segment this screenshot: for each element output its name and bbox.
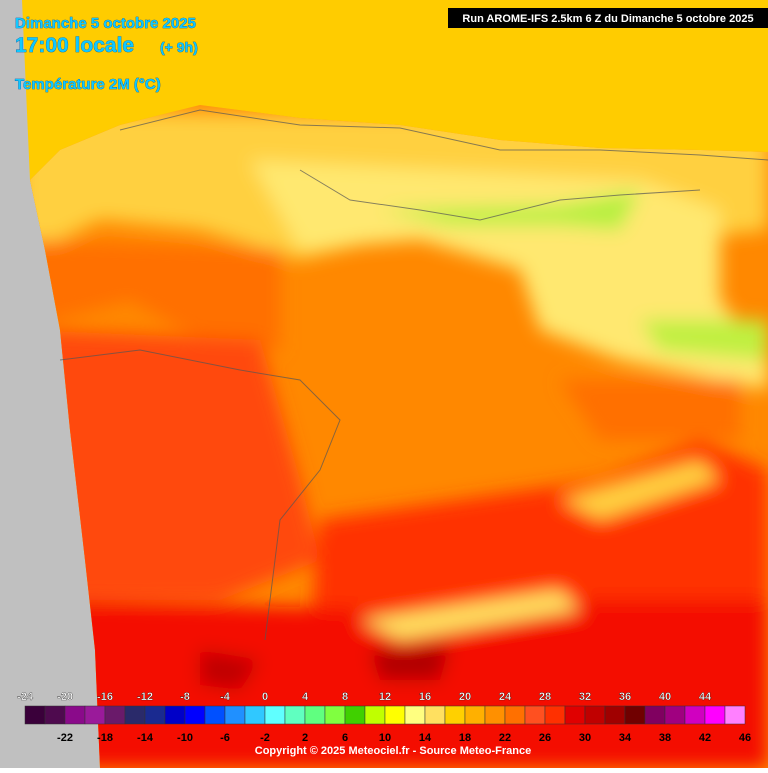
legend-label: 10 (379, 732, 391, 744)
legend-swatch (624, 705, 646, 725)
legend-label: 44 (699, 691, 712, 703)
legend-swatch (584, 705, 606, 725)
legend-label: 8 (342, 691, 348, 703)
legend-swatch (304, 705, 326, 725)
legend-label: 6 (342, 732, 348, 744)
legend-label: -6 (220, 732, 230, 744)
borders (59, 109, 768, 641)
legend-label: 46 (739, 732, 751, 744)
legend-label: 28 (539, 691, 551, 703)
legend-label: 14 (419, 732, 432, 744)
legend-label: -24 (17, 691, 34, 703)
legend-label: 22 (499, 732, 511, 744)
legend-swatch (364, 705, 386, 725)
legend-swatch (464, 705, 486, 725)
legend-swatch (644, 705, 666, 725)
legend-label: 26 (539, 732, 551, 744)
legend-swatch (544, 705, 566, 725)
legend-swatch (244, 705, 266, 725)
legend-label: 42 (699, 732, 711, 744)
legend-swatch (104, 705, 126, 725)
legend-label: 32 (579, 691, 591, 703)
legend-label: -14 (137, 732, 154, 744)
legend-swatch (24, 705, 46, 725)
legend-swatch (504, 705, 526, 725)
legend-swatch (44, 705, 66, 725)
header: Dimanche 5 octobre 2025 17:00 locale (+ … (15, 8, 768, 93)
legend-swatch (64, 705, 86, 725)
legend-label: -8 (180, 691, 190, 703)
run-box (448, 8, 768, 28)
legend-swatch (604, 705, 626, 725)
legend-swatch (204, 705, 226, 725)
legend-swatch (184, 705, 206, 725)
legend-label: 34 (619, 732, 632, 744)
legend-swatch (564, 705, 586, 725)
legend-label: -16 (97, 691, 113, 703)
legend-label: -20 (57, 691, 73, 703)
legend-swatch (324, 705, 346, 725)
legend-swatch (424, 705, 446, 725)
legend-label: 36 (619, 691, 631, 703)
sea-mask (0, 0, 100, 768)
time-label: 17:00 locale (15, 34, 134, 57)
legend-label: 18 (459, 732, 471, 744)
legend: -24-22-20-18-16-14-12-10-8-6-4-202468101… (17, 691, 751, 744)
legend-swatch (124, 705, 146, 725)
legend-label: 40 (659, 691, 671, 703)
legend-label: -18 (97, 732, 113, 744)
legend-label: 12 (379, 691, 391, 703)
legend-swatch (264, 705, 286, 725)
temperature-field (30, 105, 768, 768)
legend-swatch (684, 705, 706, 725)
legend-label: 30 (579, 732, 591, 744)
legend-label: 4 (302, 691, 309, 703)
legend-swatch (444, 705, 466, 725)
legend-label: 38 (659, 732, 671, 744)
legend-swatch (344, 705, 366, 725)
legend-label: -12 (137, 691, 153, 703)
date-label: Dimanche 5 octobre 2025 (15, 15, 196, 32)
legend-swatch (144, 705, 166, 725)
legend-swatch (224, 705, 246, 725)
offset-label: (+ 9h) (160, 39, 198, 55)
legend-label: -2 (260, 732, 270, 744)
legend-label: 24 (499, 691, 512, 703)
legend-swatch (84, 705, 106, 725)
legend-label: 16 (419, 691, 431, 703)
copyright: Copyright © 2025 Meteociel.fr - Source M… (255, 745, 531, 757)
legend-swatch (384, 705, 406, 725)
legend-label: 0 (262, 691, 268, 703)
legend-label: 20 (459, 691, 471, 703)
legend-label: 2 (302, 732, 308, 744)
legend-swatch (724, 705, 746, 725)
run-label: Run AROME-IFS 2.5km 6 Z du Dimanche 5 oc… (462, 13, 753, 25)
legend-swatch (284, 705, 306, 725)
legend-label: -4 (220, 691, 231, 703)
legend-swatch (164, 705, 186, 725)
legend-swatch (524, 705, 546, 725)
legend-label: -22 (57, 732, 73, 744)
legend-swatch (404, 705, 426, 725)
legend-swatch (704, 705, 726, 725)
legend-label: -10 (177, 732, 193, 744)
legend-swatch (484, 705, 506, 725)
parameter-label: Température 2M (°C) (15, 76, 161, 93)
legend-swatch (664, 705, 686, 725)
